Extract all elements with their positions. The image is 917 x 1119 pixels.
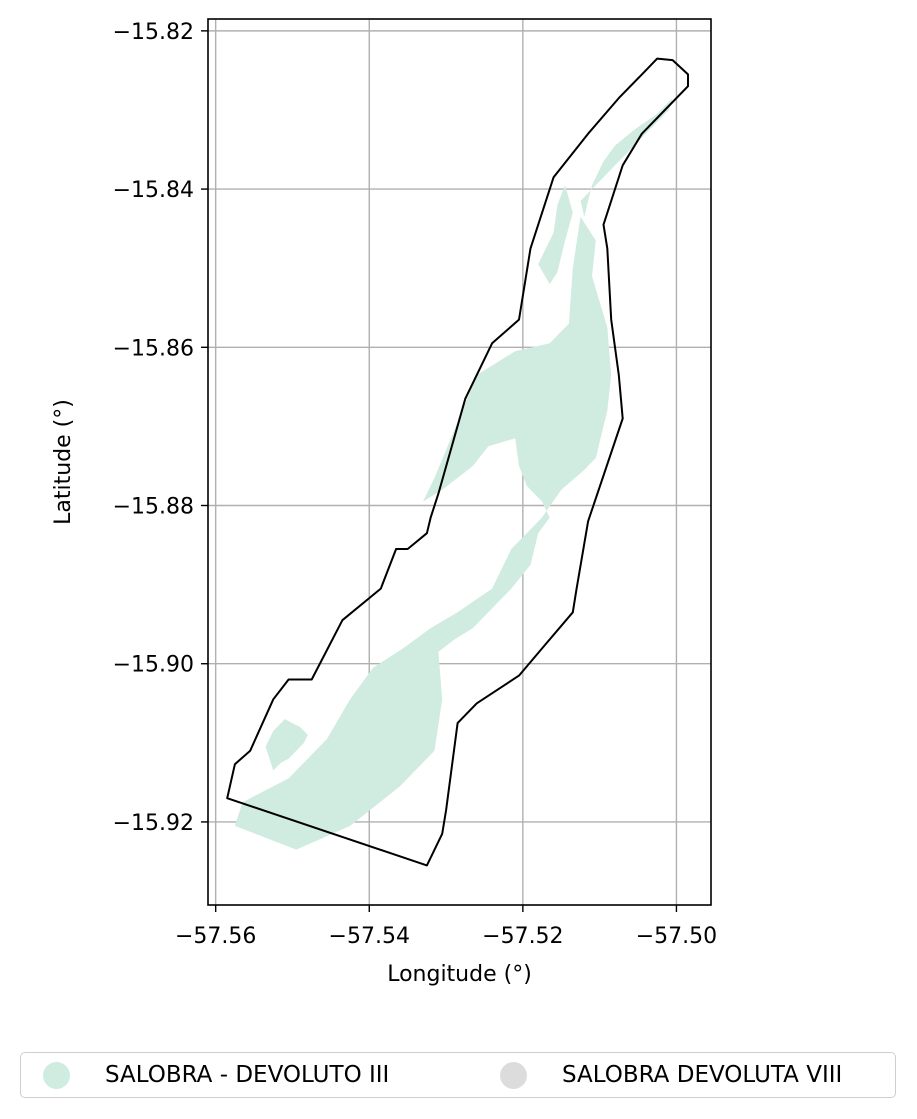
legend: SALOBRA - DEVOLUTO III SALOBRA DEVOLUTA … bbox=[20, 1052, 896, 1098]
parcel-region bbox=[538, 185, 573, 284]
map-figure: −57.56 −57.54 −57.52 −57.50 −15.82 −15.84 −15.… bbox=[0, 0, 917, 1040]
y-axis-label: Latitude (°) bbox=[51, 399, 76, 525]
legend-marker-icon bbox=[500, 1062, 527, 1089]
legend-marker-icon bbox=[43, 1062, 70, 1089]
y-tick-label: −15.92 bbox=[113, 811, 194, 836]
x-tick-label: −57.50 bbox=[636, 924, 717, 949]
y-tick-label: −15.88 bbox=[113, 495, 194, 520]
y-tick-label: −15.86 bbox=[113, 336, 194, 361]
legend-label: SALOBRA - DEVOLUTO III bbox=[105, 1062, 389, 1088]
x-tick-label: −57.54 bbox=[329, 924, 410, 949]
legend-item-salobra-devoluto-iii: SALOBRA - DEVOLUTO III bbox=[43, 1053, 389, 1097]
x-tick-label: −57.56 bbox=[175, 924, 256, 949]
legend-item-salobra-devoluta-viii: SALOBRA DEVOLUTA VIII bbox=[500, 1053, 842, 1097]
y-tick-label: −15.90 bbox=[113, 653, 194, 678]
y-tick-label: −15.84 bbox=[113, 178, 194, 203]
legend-label: SALOBRA DEVOLUTA VIII bbox=[562, 1062, 842, 1088]
y-tick-label: −15.82 bbox=[113, 20, 194, 45]
x-tick-label: −57.52 bbox=[482, 924, 563, 949]
parcel-region bbox=[266, 719, 308, 770]
x-axis-label: Longitude (°) bbox=[387, 962, 532, 987]
